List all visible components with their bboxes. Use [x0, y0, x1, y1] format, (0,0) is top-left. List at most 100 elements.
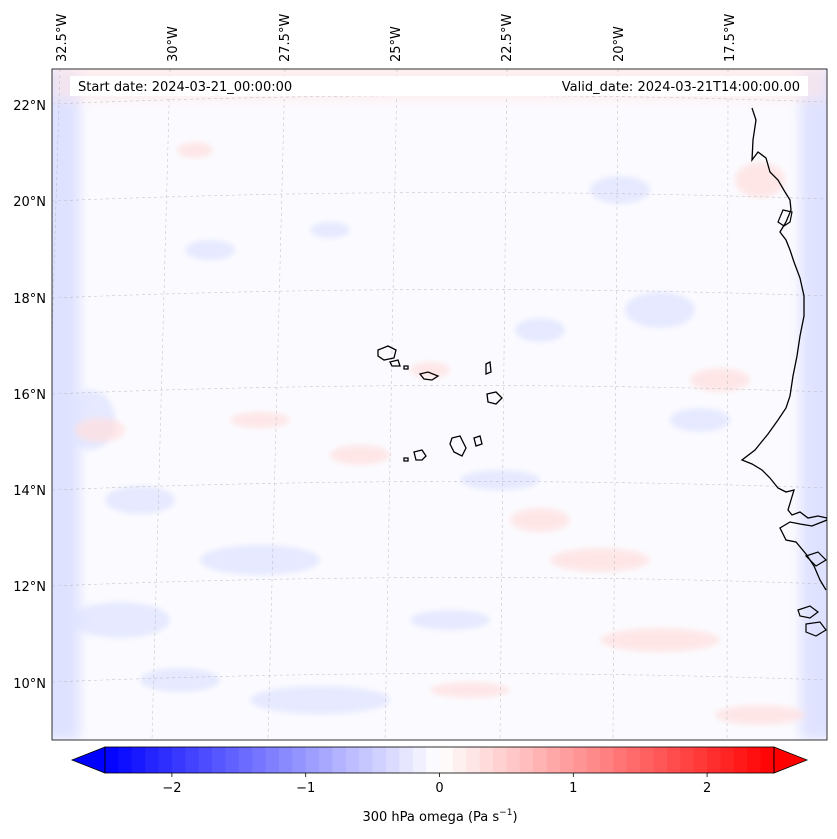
- colorbar-segment: [131, 747, 146, 773]
- africa-coastline: [740, 107, 827, 591]
- colorbar-segment: [666, 747, 681, 773]
- colorbar-segment: [573, 747, 588, 773]
- lat-label: 16°N: [13, 388, 46, 403]
- omega-field: [52, 69, 827, 740]
- colorbar-segment: [493, 747, 507, 773]
- colorbar-max-extend: [773, 746, 809, 774]
- lon-label: 27.5°W: [278, 14, 293, 62]
- island-fogo: [413, 449, 427, 461]
- colorbar-segment: [452, 747, 467, 773]
- colorbar-segment: [733, 747, 748, 773]
- longitude-gridlines: [52, 69, 729, 740]
- colorbar-segment: [720, 747, 735, 773]
- colorbar-segment: [385, 747, 400, 773]
- header-strip: [70, 76, 808, 96]
- colorbar-segment: [359, 747, 374, 773]
- start-date-text: Start date: 2024-03-21_00:00:00: [78, 80, 292, 95]
- colorbar-min-extend: [70, 746, 106, 774]
- colorbar-segment: [118, 747, 133, 773]
- colorbar: −2 −1 0 1 2 300 hPa omega (Pa s−1): [70, 746, 809, 825]
- coast-island: [804, 551, 827, 567]
- colorbar-segment: [252, 747, 267, 773]
- lat-label: 18°N: [13, 292, 46, 307]
- colorbar-segment: [105, 747, 119, 773]
- lon-label: 25°W: [389, 26, 404, 62]
- colorbar-segment: [613, 747, 628, 773]
- bissagos-island-2: [805, 621, 827, 637]
- colorbar-segment: [506, 747, 521, 773]
- colorbar-title: 300 hPa omega (Pa s−1): [362, 808, 517, 825]
- colorbar-segment: [653, 747, 668, 773]
- colorbar-segment: [372, 747, 387, 773]
- colorbar-ticks: −2 −1 0 1 2: [162, 773, 711, 796]
- island-santa-luzia: [403, 365, 409, 370]
- colorbar-segment: [399, 747, 414, 773]
- colorbar-segment: [586, 747, 601, 773]
- colorbar-tick-label: −1: [296, 781, 315, 796]
- colorbar-tick-label: 1: [569, 781, 577, 796]
- latitude-labels: 22°N 20°N 18°N 16°N 14°N 12°N 10°N: [13, 99, 46, 692]
- lat-label: 14°N: [13, 484, 46, 499]
- colorbar-segment: [479, 747, 494, 773]
- colorbar-segment: [185, 747, 200, 773]
- colorbar-segment: [466, 747, 481, 773]
- longitude-labels: 32.5°W 30°W 27.5°W 25°W 22.5°W 20°W 17.5…: [55, 14, 738, 62]
- colorbar-segment: [265, 747, 280, 773]
- colorbar-segment: [158, 747, 173, 773]
- valid-date-text: Valid_date: 2024-03-21T14:00:00.00: [562, 80, 800, 95]
- lon-label: 17.5°W: [723, 14, 738, 62]
- island-santiago: [449, 435, 467, 457]
- map-frame: [51, 68, 828, 741]
- colorbar-segment: [707, 747, 721, 773]
- bissagos-island-1: [797, 605, 819, 619]
- colorbar-segment: [546, 747, 561, 773]
- colorbar-segment: [626, 747, 641, 773]
- island-brava: [403, 457, 409, 462]
- colorbar-segment: [760, 747, 775, 773]
- colorbar-tick-label: 0: [435, 781, 443, 796]
- island-sao-vicente: [389, 359, 401, 367]
- lon-label: 20°W: [612, 26, 627, 62]
- colorbar-segment: [640, 747, 655, 773]
- coast-inlet: [777, 209, 793, 227]
- colorbar-segments: [105, 747, 775, 773]
- island-sal: [485, 360, 492, 375]
- lon-label: 30°W: [166, 26, 181, 62]
- colorbar-segment: [292, 747, 307, 773]
- colorbar-segment: [680, 747, 695, 773]
- colorbar-segment: [345, 747, 360, 773]
- colorbar-segment: [278, 747, 293, 773]
- island-boa-vista: [486, 391, 503, 405]
- colorbar-tick-label: −2: [162, 781, 181, 796]
- colorbar-segment: [426, 747, 440, 773]
- colorbar-segment: [412, 747, 427, 773]
- colorbar-segment: [519, 747, 534, 773]
- colorbar-segment: [319, 747, 333, 773]
- latitude-gridlines: [52, 95, 827, 683]
- blue-edge-band-right: [800, 69, 827, 740]
- colorbar-segment: [145, 747, 160, 773]
- colorbar-segment: [600, 747, 614, 773]
- colorbar-segment: [238, 747, 253, 773]
- map-panel: Start date: 2024-03-21_00:00:00 Valid_da…: [51, 68, 828, 741]
- colorbar-segment: [559, 747, 574, 773]
- colorbar-segment: [332, 747, 347, 773]
- lon-label: 32.5°W: [55, 14, 70, 62]
- pink-blobs: [75, 142, 805, 725]
- lat-label: 22°N: [13, 99, 46, 114]
- colorbar-segment: [439, 747, 454, 773]
- island-maio: [473, 435, 483, 447]
- colorbar-segment: [225, 747, 240, 773]
- lon-label: 22.5°W: [500, 14, 515, 62]
- colorbar-segment: [198, 747, 213, 773]
- colorbar-segment: [693, 747, 708, 773]
- island-santo-antao: [377, 345, 397, 361]
- colorbar-segment: [212, 747, 226, 773]
- colorbar-segment: [305, 747, 320, 773]
- lat-label: 10°N: [13, 677, 46, 692]
- cape-verde-islands: [377, 345, 503, 462]
- lat-label: 20°N: [13, 195, 46, 210]
- colorbar-segment: [533, 747, 548, 773]
- colorbar-segment: [171, 747, 186, 773]
